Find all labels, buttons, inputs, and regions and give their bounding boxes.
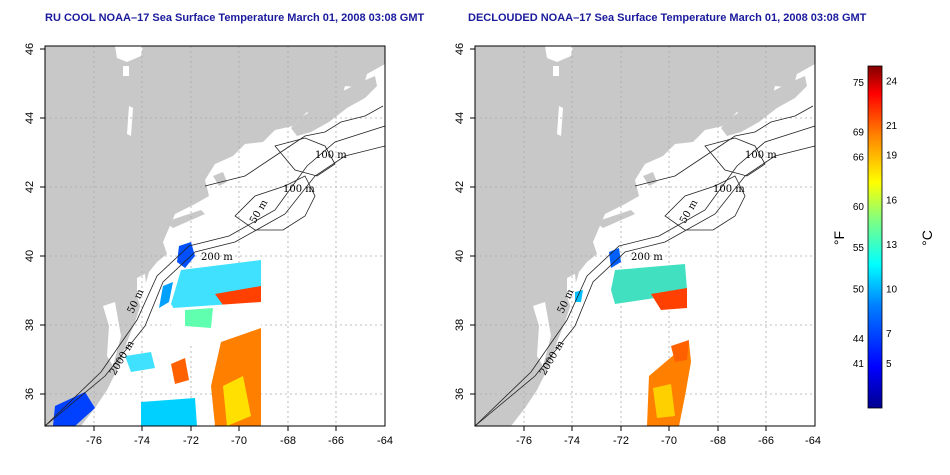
land-cape-cod xyxy=(213,172,227,186)
fahrenheit-tick-label: 75 xyxy=(853,78,865,89)
celsius-tick-label: 16 xyxy=(886,195,898,206)
lat-tick-labels: 36 38 40 42 44 46 xyxy=(454,43,466,400)
lat-tick-label: 42 xyxy=(454,181,466,193)
lat-tick-label: 36 xyxy=(24,388,36,400)
sst-data-left xyxy=(53,242,261,426)
lon-tick-label: -72 xyxy=(613,435,629,447)
contour-label: 200 m xyxy=(201,252,233,263)
lon-tick-label: -68 xyxy=(710,435,726,447)
lat-tick-label: 40 xyxy=(24,250,36,262)
contour-label: 100 m xyxy=(315,150,347,161)
lat-tick-label: 46 xyxy=(454,43,466,55)
map-frame xyxy=(474,45,816,427)
celsius-tick-label: 7 xyxy=(886,329,892,340)
right-map-panel[interactable]: 100 m 100 m 50 m 200 m 50 m 2000 m -76 -… xyxy=(454,43,821,447)
lon-tick-label: -74 xyxy=(564,435,580,447)
land-long-island xyxy=(165,210,205,228)
lon-tick-label: -76 xyxy=(516,435,532,447)
left-map-title: RU COOL NOAA–17 Sea Surface Temperature … xyxy=(45,12,425,24)
lon-tick-labels: -76 -74 -72 -70 -68 -66 -64 xyxy=(516,435,821,447)
fahrenheit-tick-label: 55 xyxy=(853,243,865,254)
land-mass xyxy=(475,46,815,426)
lon-tick-label: -66 xyxy=(328,435,344,447)
lat-tick-label: 40 xyxy=(454,250,466,262)
contour-label: 100 m xyxy=(283,184,315,195)
celsius-tick-label: 13 xyxy=(886,240,898,251)
lon-tick-label: -70 xyxy=(231,435,247,447)
fahrenheit-tick-label: 60 xyxy=(853,202,865,213)
lat-tick-label: 44 xyxy=(24,112,36,124)
lon-tick-label: -74 xyxy=(134,435,150,447)
celsius-ticks: 24 21 19 16 13 10 7 5 xyxy=(886,76,898,370)
axis-ticks xyxy=(40,48,337,431)
land-mass xyxy=(45,46,385,426)
lon-tick-label: -64 xyxy=(805,435,821,447)
lon-tick-label: -70 xyxy=(661,435,677,447)
lat-tick-label: 38 xyxy=(24,319,36,331)
contour-label: 100 m xyxy=(745,150,777,161)
axis-ticks xyxy=(470,48,767,431)
contour-label: 50 m xyxy=(248,198,270,226)
fahrenheit-ticks: 75 69 66 60 55 50 44 41 xyxy=(853,78,865,370)
colorbar: 75 69 66 60 55 50 44 41 24 21 19 16 13 10 7 5 °F °C xyxy=(830,60,950,420)
colorbar-gradient xyxy=(867,65,883,409)
lat-tick-label: 42 xyxy=(24,181,36,193)
lake xyxy=(557,106,563,136)
lake xyxy=(123,66,129,76)
contour-label: 100 m xyxy=(713,184,745,195)
lat-tick-label: 46 xyxy=(24,43,36,55)
bathymetry-contours xyxy=(44,105,386,427)
right-map-title: DECLOUDED NOAA–17 Sea Surface Temperatur… xyxy=(468,12,867,24)
sst-data-right xyxy=(575,248,691,426)
land-long-island xyxy=(595,210,635,228)
contour-label: 50 m xyxy=(678,198,700,226)
lake xyxy=(545,46,573,62)
fahrenheit-unit-label: °F xyxy=(831,231,847,245)
lake xyxy=(115,46,143,62)
land-cape-cod xyxy=(643,172,657,186)
right-map-svg: 100 m 100 m 50 m 200 m 50 m 2000 m -76 -… xyxy=(454,43,821,447)
lat-tick-label: 44 xyxy=(454,112,466,124)
lat-tick-labels: 36 38 40 42 44 46 xyxy=(24,43,36,400)
celsius-tick-label: 10 xyxy=(886,285,898,296)
fahrenheit-tick-label: 66 xyxy=(853,152,865,163)
lon-tick-label: -68 xyxy=(280,435,296,447)
fahrenheit-tick-label: 50 xyxy=(853,285,865,296)
celsius-tick-label: 19 xyxy=(886,151,898,162)
fahrenheit-tick-label: 44 xyxy=(853,334,865,345)
lon-tick-label: -66 xyxy=(758,435,774,447)
fahrenheit-tick-label: 41 xyxy=(853,359,865,370)
contour-label: 200 m xyxy=(631,252,663,263)
celsius-tick-label: 5 xyxy=(886,359,892,370)
map-frame xyxy=(44,45,386,427)
lon-tick-label: -64 xyxy=(377,435,393,447)
lon-tick-label: -76 xyxy=(86,435,102,447)
left-map-svg: 100 m 100 m 50 m 200 m 50 m 2000 m -76 -… xyxy=(24,43,393,447)
celsius-tick-label: 21 xyxy=(886,121,898,132)
lake xyxy=(553,66,559,76)
lat-tick-label: 38 xyxy=(454,319,466,331)
lake xyxy=(127,106,133,136)
celsius-tick-label: 24 xyxy=(886,76,898,87)
land-nova-scotia xyxy=(291,76,377,136)
bathymetry-contours xyxy=(474,105,816,427)
celsius-unit-label: °C xyxy=(919,230,935,246)
lat-tick-label: 36 xyxy=(454,388,466,400)
left-map-panel[interactable]: 100 m 100 m 50 m 200 m 50 m 2000 m -76 -… xyxy=(24,43,393,447)
lon-tick-label: -72 xyxy=(183,435,199,447)
land-nova-scotia xyxy=(721,76,807,136)
fahrenheit-tick-label: 69 xyxy=(853,128,865,139)
lon-tick-labels: -76 -74 -72 -70 -68 -66 -64 xyxy=(86,435,393,447)
